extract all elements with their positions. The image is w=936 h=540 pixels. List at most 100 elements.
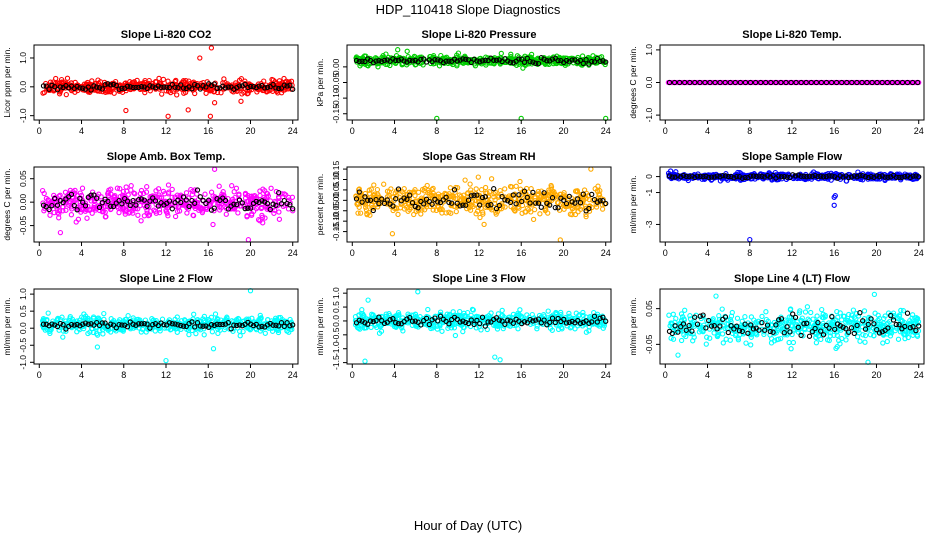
data-point-black <box>468 59 474 66</box>
data-point-black <box>373 318 379 324</box>
data-point-black <box>720 172 726 179</box>
data-point <box>77 190 83 196</box>
x-tick-label: 0 <box>663 126 668 136</box>
data-point-black <box>519 56 525 62</box>
data-point <box>242 190 249 197</box>
data-point <box>91 320 97 326</box>
data-point-black <box>373 196 379 203</box>
data-point <box>235 210 241 216</box>
data-point <box>197 206 203 212</box>
data-point-black <box>569 199 575 205</box>
data-point <box>537 211 543 217</box>
x-tick-label: 24 <box>288 370 298 380</box>
outlier-point <box>207 113 214 119</box>
data-point-black <box>820 174 827 180</box>
data-point <box>496 206 503 212</box>
data-point-black <box>54 87 61 93</box>
data-point <box>575 209 581 215</box>
data-point <box>201 332 207 338</box>
data-point-black <box>837 173 843 179</box>
data-point <box>245 198 251 204</box>
data-point <box>103 213 109 220</box>
data-point-black <box>742 79 749 86</box>
data-point-black <box>234 322 240 329</box>
data-point <box>395 310 402 316</box>
series-points <box>665 79 922 86</box>
data-point-black <box>569 57 575 63</box>
data-point-black <box>505 317 511 323</box>
data-point-black <box>245 205 251 211</box>
data-point-black <box>488 202 494 208</box>
data-point <box>439 206 445 213</box>
series-points <box>666 291 922 365</box>
data-point <box>167 89 174 96</box>
outlier-point <box>238 98 244 104</box>
data-point <box>488 176 495 182</box>
data-point-black <box>809 173 815 179</box>
data-point <box>355 210 361 216</box>
data-point-black <box>577 320 584 326</box>
data-point-black <box>485 319 491 325</box>
data-point-black <box>727 79 733 86</box>
data-point <box>221 76 227 82</box>
x-tick-label: 8 <box>121 248 126 258</box>
x-tick-label: 20 <box>558 248 568 258</box>
data-point-black <box>217 321 223 328</box>
data-point <box>384 188 391 194</box>
data-point-black <box>267 206 273 213</box>
data-point-black <box>99 86 105 92</box>
data-point-black <box>776 173 782 179</box>
data-point-black <box>577 57 584 64</box>
data-point-black <box>228 326 234 332</box>
data-point <box>483 314 489 321</box>
data-point <box>178 318 185 324</box>
data-point-black <box>815 173 821 180</box>
data-point <box>55 210 61 216</box>
data-point-black <box>130 197 136 204</box>
y-axis-label: ml/min per min. <box>2 297 12 355</box>
data-point <box>283 78 290 84</box>
data-point-black <box>722 79 728 86</box>
data-point-black <box>429 201 435 207</box>
data-point <box>551 189 557 195</box>
data-point-black <box>904 173 911 179</box>
data-point <box>720 340 726 346</box>
data-point-black <box>43 83 49 89</box>
data-point <box>223 211 229 217</box>
outlier-point <box>667 168 674 174</box>
data-point-black <box>692 174 698 181</box>
data-point-black <box>356 58 362 65</box>
data-point-black <box>401 195 407 201</box>
y-axis-label: kPa per min. <box>315 59 325 107</box>
data-point <box>531 206 538 213</box>
data-point <box>364 62 370 68</box>
x-tick-label: 16 <box>203 126 213 136</box>
data-point <box>43 195 50 202</box>
data-point <box>202 191 208 197</box>
data-point-black <box>583 57 589 63</box>
data-point <box>553 310 559 317</box>
data-point-black <box>731 175 737 181</box>
data-point <box>411 211 417 218</box>
y-tick-label: 0.00 <box>331 192 341 209</box>
data-point-black <box>256 324 262 330</box>
x-tick-label: 20 <box>558 370 568 380</box>
data-point-black <box>589 319 595 325</box>
y-tick-label: 0.15 <box>331 161 341 178</box>
data-point-black <box>144 321 150 327</box>
data-point <box>63 207 69 213</box>
data-point-black <box>591 59 598 65</box>
x-tick-label: 0 <box>37 248 42 258</box>
y-tick-label: -0.05 <box>18 216 28 236</box>
x-tick-label: 12 <box>787 126 797 136</box>
data-point <box>364 211 370 218</box>
data-point <box>401 206 408 212</box>
data-point <box>558 201 564 207</box>
data-point <box>534 323 540 329</box>
data-point-black <box>457 57 463 63</box>
data-point <box>290 208 296 214</box>
data-point-black <box>220 321 226 328</box>
data-point-black <box>158 84 164 90</box>
data-point <box>455 50 462 56</box>
x-tick-label: 24 <box>601 248 611 258</box>
